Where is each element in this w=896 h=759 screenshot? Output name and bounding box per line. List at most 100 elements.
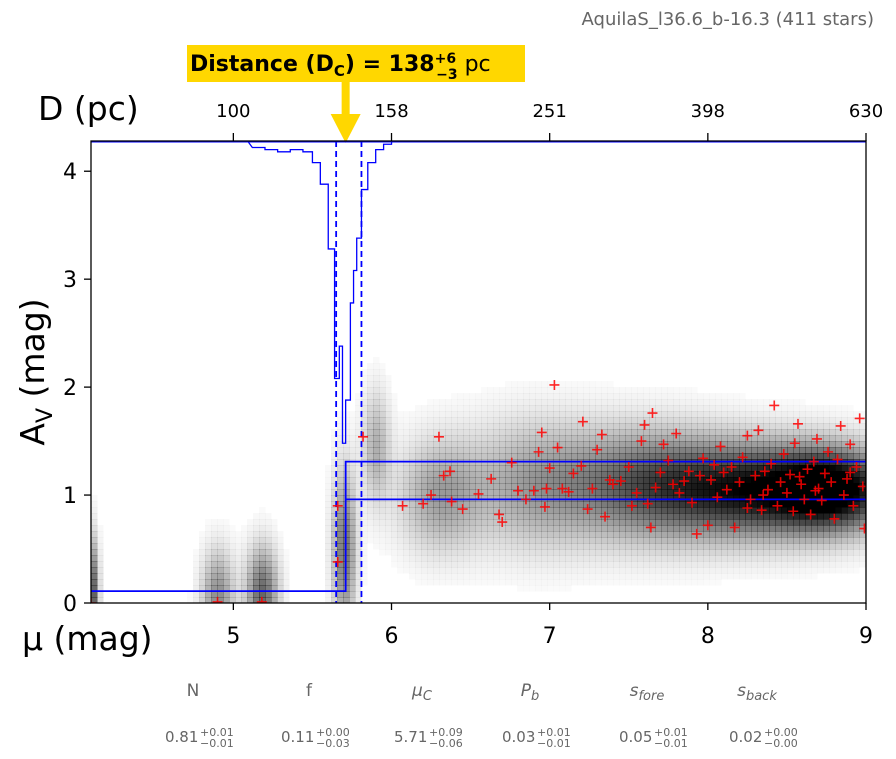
star-point [857,481,866,492]
parameter-plus: +0.01 [537,726,571,739]
plot-frame [90,140,867,604]
star-point [615,476,626,487]
star-point [650,482,661,493]
star-point [658,439,669,450]
top-axis: 100 158 251 398 630 [216,101,883,141]
parameter-plus: +0.01 [654,726,688,739]
star-point [788,506,799,517]
parameter-minus: −0.01 [537,737,571,750]
top-axis-label: D (pc) [38,89,139,128]
x-tick-label: 7 [543,624,557,649]
star-point [600,511,611,522]
extinction-model [91,141,866,603]
top-tick-label: 251 [532,101,566,122]
star-point [794,471,805,482]
star-point [576,460,587,471]
star-point [520,494,531,505]
star-point [607,479,618,490]
star-point [674,487,685,498]
density-map [91,369,866,603]
star-point [805,509,816,520]
star-point [544,463,555,474]
star-point [826,477,837,488]
star-point [557,483,568,494]
star-point [753,425,764,436]
star-point [446,496,457,507]
star-point [810,485,821,496]
svg-text:AV (mag): AV (mag) [13,298,58,445]
x-tick-label: 8 [701,624,715,649]
star-point [623,461,634,472]
x-axis: 5 6 7 8 9 [226,603,873,649]
star-point [568,468,579,479]
x-tick-label: 5 [226,624,240,649]
star-point [766,458,777,469]
top-tick-label: 398 [691,101,725,122]
parameter-value: 0.03 [502,728,535,746]
star-point [745,494,756,505]
star-point [212,596,223,603]
y-axis: 0 1 2 3 4 [63,160,91,617]
star-point [683,466,694,477]
star-point [486,473,497,484]
star-point [549,379,560,390]
distance-arrow [330,82,361,143]
star-point [592,444,603,455]
star-point [819,468,830,479]
star-point [832,454,843,465]
star-point [639,419,650,430]
star-point [636,436,647,447]
star-point [742,430,753,441]
star-point [816,495,827,506]
y-tick-label: 4 [63,160,77,185]
star-point [541,483,552,494]
star-point [758,490,769,501]
star-point [802,464,813,475]
model-line-upper [91,460,866,593]
parameter-plus: +0.00 [764,726,798,739]
star-point [759,466,770,477]
parameter-minus: −0.06 [429,737,463,750]
star-point [811,433,822,444]
star-point [645,522,656,533]
star-point [577,416,588,427]
star-point [497,517,508,528]
star-point [842,473,853,484]
star-point [687,497,698,508]
y-tick-label: 3 [63,268,77,293]
star-point [769,400,780,411]
star-point [655,467,666,478]
star-point [418,498,429,509]
star-point [536,427,547,438]
parameter-value: 5.71 [394,728,427,746]
star-point [778,449,789,460]
star-point [256,596,267,603]
distance-annotation-box [187,45,525,82]
star-point [750,470,761,481]
y-tick-label: 1 [63,484,77,509]
y-tick-label: 0 [63,592,77,617]
star-point [734,477,745,488]
star-point [528,485,539,496]
star-point [792,418,803,429]
star-point [332,500,343,511]
star-point [829,513,840,524]
star-point [647,408,658,419]
star-point [506,457,517,468]
star-point [702,520,713,531]
star-point [642,498,653,509]
star-point [706,474,716,485]
star-point [426,490,437,501]
top-tick-label: 158 [374,101,408,122]
star-point [533,446,544,457]
star-point [473,488,484,499]
star-point [433,431,444,442]
posterior-histogram [91,141,866,444]
chart-title: AquilaS_l36.6_b-16.3 (411 stars) [582,9,874,30]
histogram-line [247,141,393,444]
star-point [712,492,723,503]
parameter-name: sfore [630,681,665,704]
star-point [726,461,737,472]
parameter-value: 0.11 [281,728,314,746]
